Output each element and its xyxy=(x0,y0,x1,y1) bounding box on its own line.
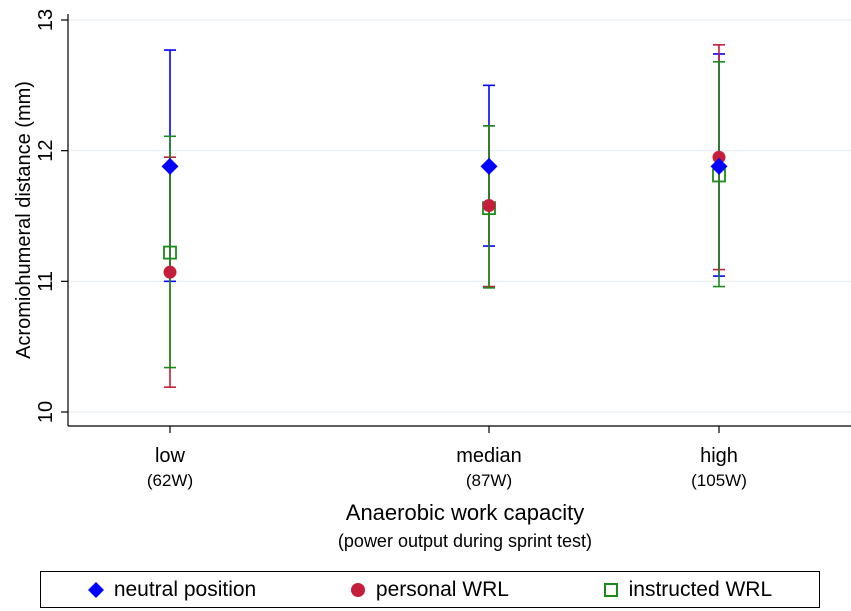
y-tick-label: 10 xyxy=(35,401,57,423)
x-tick-sublabel: (62W) xyxy=(147,471,193,490)
y-tick-label: 13 xyxy=(35,9,57,31)
data-point-instructed-wrl xyxy=(163,245,177,260)
hollow-square-marker-icon xyxy=(603,582,618,597)
gridlines xyxy=(68,19,851,413)
x-axis-sublabel: (power output during sprint test) xyxy=(338,531,592,551)
legend: neutral position personal WRL instructed… xyxy=(40,571,820,608)
data-point-personal-wrl xyxy=(712,150,726,164)
legend-item-neutral-position: neutral position xyxy=(87,577,257,602)
y-axis-ticks: 10 11 12 13 xyxy=(35,9,68,423)
data-markers xyxy=(161,150,728,279)
x-tick-label: high xyxy=(700,445,738,467)
data-point-personal-wrl xyxy=(163,265,177,279)
x-axis-label: Anaerobic work capacity xyxy=(346,500,584,525)
legend-label: instructed WRL xyxy=(628,577,773,601)
y-tick-label: 11 xyxy=(35,271,57,292)
x-tick-sublabel: (87W) xyxy=(466,471,512,490)
data-point-neutral-position xyxy=(161,157,179,175)
x-tick-sublabel: (105W) xyxy=(691,471,747,490)
data-point-personal-wrl xyxy=(482,199,496,213)
y-axis-label: Acromiohumeral distance (mm) xyxy=(13,81,35,359)
legend-item-personal-wrl: personal WRL xyxy=(350,578,509,602)
x-tick-label: low xyxy=(155,445,186,467)
data-point-neutral-position xyxy=(480,157,498,175)
x-tick-label: median xyxy=(456,445,522,467)
circle-marker-icon xyxy=(350,582,365,597)
error-bars xyxy=(164,44,725,388)
chart: 10 11 12 13 low (62W) median (87W) high (105W) A… xyxy=(13,9,851,551)
legend-item-instructed-wrl: instructed WRL xyxy=(603,577,773,602)
diamond-marker-icon xyxy=(87,581,104,598)
legend-label: personal WRL xyxy=(375,577,509,601)
y-tick-label: 12 xyxy=(35,140,57,162)
x-axis-ticks: low (62W) median (87W) high (105W) xyxy=(147,426,747,490)
data-point-neutral-position xyxy=(710,157,728,175)
legend-label: neutral position xyxy=(113,577,257,601)
